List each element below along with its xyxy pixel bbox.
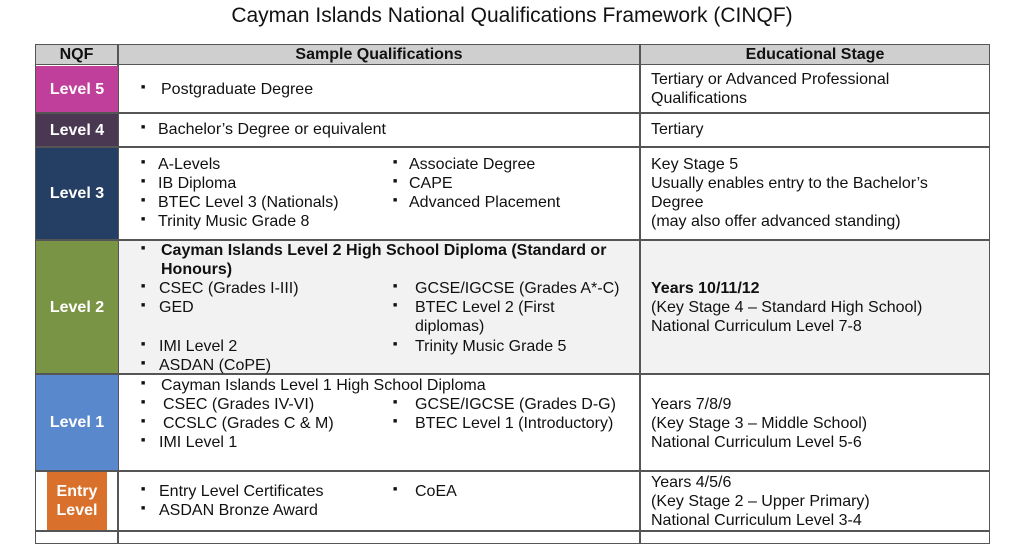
- page-title: Cayman Islands National Qualifications F…: [231, 4, 793, 27]
- qualification-item: IB Diploma: [158, 175, 237, 192]
- bullet-icon: ■: [141, 197, 146, 204]
- bullet-icon: ■: [393, 486, 398, 493]
- bullet-icon: ■: [393, 341, 398, 348]
- divider: [35, 112, 990, 114]
- divider: [35, 239, 990, 241]
- entry-level-label: Entry Level: [47, 472, 107, 530]
- bullet-icon: ■: [393, 418, 398, 425]
- bullet-icon: ■: [393, 283, 398, 290]
- bullet-icon: ■: [393, 159, 398, 166]
- divider: [35, 470, 990, 472]
- educational-stage-text: National Curriculum Level 5-6: [651, 434, 862, 451]
- qualification-item: GCSE/IGCSE (Grades D-G): [415, 396, 616, 413]
- bullet-icon: ■: [141, 341, 146, 348]
- qualification-item: diplomas): [415, 318, 485, 335]
- header-educational-stage: Educational Stage: [745, 46, 885, 63]
- qualification-item: BTEC Level 1 (Introductory): [415, 415, 614, 432]
- qualification-item: ASDAN (CoPE): [159, 357, 272, 374]
- educational-stage-text: (may also offer advanced standing): [651, 213, 901, 230]
- bullet-icon: ■: [141, 486, 146, 493]
- bullet-icon: ■: [141, 399, 146, 406]
- bullet-icon: ■: [141, 84, 146, 91]
- bullet-icon: ■: [141, 302, 146, 309]
- divider: [35, 146, 990, 148]
- qualification-item: CAPE: [409, 175, 453, 192]
- level-2-label: Level 2: [36, 241, 118, 373]
- qualification-item: CSEC (Grades I-III): [159, 280, 299, 297]
- level-5-label: Level 5: [36, 66, 118, 112]
- qualification-item: BTEC Level 2 (First: [415, 299, 555, 316]
- level-1-label: Level 1: [36, 375, 118, 470]
- bullet-icon: ■: [141, 216, 146, 223]
- qualification-item: Advanced Placement: [409, 194, 561, 211]
- qualification-item: BTEC Level 3 (Nationals): [158, 194, 339, 211]
- qualification-item: A-Levels: [158, 156, 221, 173]
- educational-stage-text: Degree: [651, 194, 704, 211]
- educational-stage-text: Key Stage 5: [651, 156, 739, 173]
- educational-stage-text: Years 10/11/12: [651, 280, 760, 297]
- qualification-item: Postgraduate Degree: [161, 81, 314, 98]
- qualification-item: Bachelor’s Degree or equivalent: [158, 121, 386, 138]
- header-sample-qualifications: Sample Qualifications: [295, 46, 463, 63]
- qualification-item: CCSLC (Grades C & M): [163, 415, 334, 432]
- educational-stage-text: (Key Stage 2 – Upper Primary): [651, 493, 870, 510]
- educational-stage-text: Years 4/5/6: [651, 474, 732, 491]
- qualification-item: Entry Level Certificates: [159, 483, 324, 500]
- qualification-item: GCSE/IGCSE (Grades A*-C): [415, 280, 620, 297]
- bullet-icon: ■: [393, 302, 398, 309]
- qualification-item: Honours): [161, 261, 233, 278]
- qualification-item: Trinity Music Grade 5: [415, 338, 567, 355]
- educational-stage-text: Qualifications: [651, 90, 748, 107]
- educational-stage-text: (Key Stage 3 – Middle School): [651, 415, 868, 432]
- qualification-item: IMI Level 2: [159, 338, 238, 355]
- level-3-label: Level 3: [36, 148, 118, 239]
- qualification-item: GED: [159, 299, 194, 316]
- bullet-icon: ■: [141, 380, 146, 387]
- educational-stage-text: Tertiary or Advanced Professional: [651, 71, 890, 88]
- educational-stage-text: National Curriculum Level 3-4: [651, 512, 862, 529]
- level2-row-bg: [118, 240, 989, 374]
- header-nqf: NQF: [59, 46, 94, 63]
- bullet-icon: ■: [141, 418, 146, 425]
- level-4-label: Level 4: [36, 114, 118, 146]
- table-header: [35, 44, 990, 65]
- qualification-item: Associate Degree: [409, 156, 536, 173]
- educational-stage-text: Usually enables entry to the Bachelor’s: [651, 175, 928, 192]
- bullet-icon: ■: [141, 159, 146, 166]
- bullet-icon: ■: [141, 245, 146, 252]
- bullet-icon: ■: [141, 437, 146, 444]
- divider: [35, 373, 990, 375]
- qualification-item: Cayman Islands Level 1 High School Diplo…: [161, 377, 486, 394]
- educational-stage-text: National Curriculum Level 7-8: [651, 318, 862, 335]
- bullet-icon: ■: [141, 124, 146, 131]
- bullet-icon: ■: [141, 178, 146, 185]
- bullet-icon: ■: [141, 505, 146, 512]
- educational-stage-text: (Key Stage 4 – Standard High School): [651, 299, 923, 316]
- qualification-item: Cayman Islands Level 2 High School Diplo…: [161, 242, 607, 259]
- qualification-item: CSEC (Grades IV-VI): [163, 396, 315, 413]
- divider: [639, 44, 641, 544]
- qualification-item: CoEA: [415, 483, 457, 500]
- qualification-item: IMI Level 1: [159, 434, 238, 451]
- divider: [35, 530, 990, 532]
- qualification-item: Trinity Music Grade 8: [158, 213, 310, 230]
- qualification-item: ASDAN Bronze Award: [159, 502, 318, 519]
- educational-stage-text: Tertiary: [651, 121, 704, 138]
- educational-stage-text: Years 7/8/9: [651, 396, 732, 413]
- bullet-icon: ■: [393, 399, 398, 406]
- bullet-icon: ■: [393, 197, 398, 204]
- bullet-icon: ■: [393, 178, 398, 185]
- bullet-icon: ■: [141, 360, 146, 367]
- bullet-icon: ■: [141, 283, 146, 290]
